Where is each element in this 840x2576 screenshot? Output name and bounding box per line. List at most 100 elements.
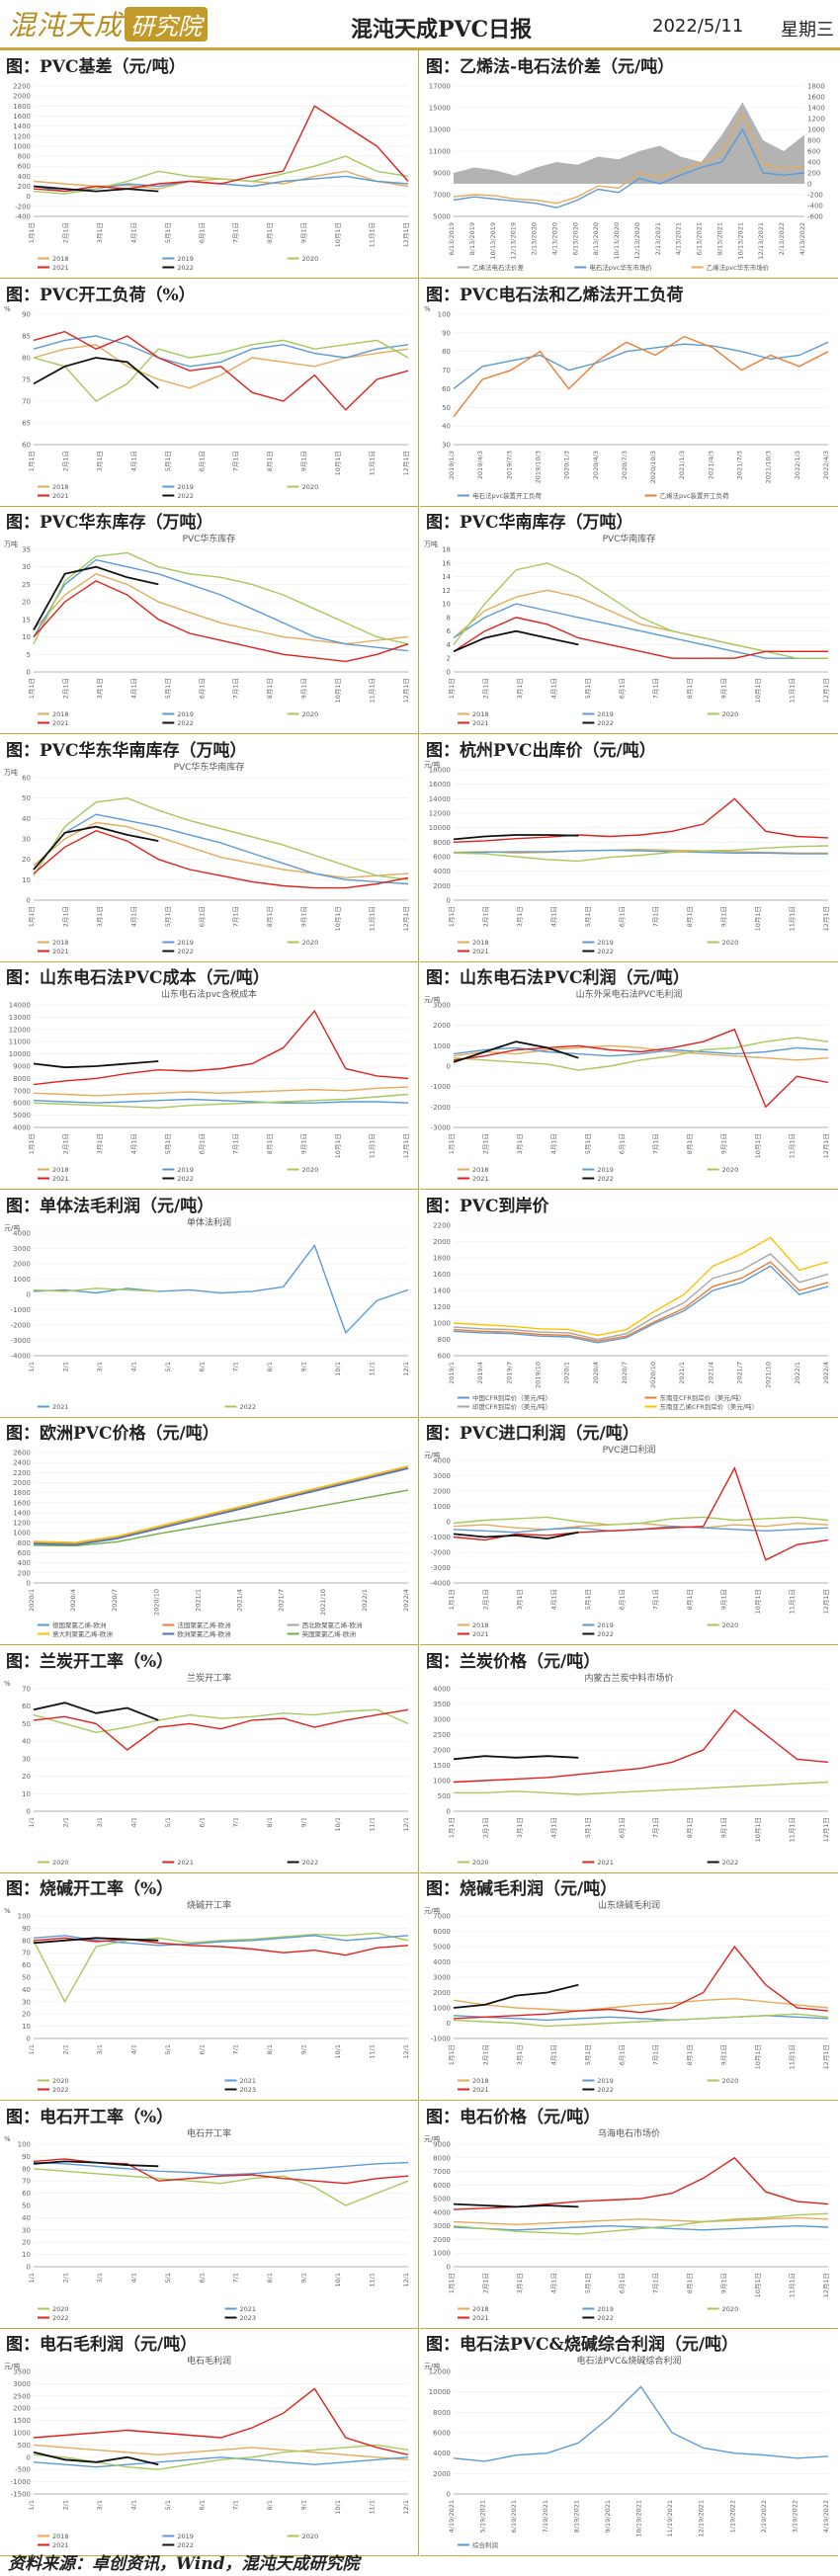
x-tick-label: 12月1日 — [822, 2044, 830, 2069]
x-tick-label: 2/1 — [61, 1362, 69, 1371]
x-tick-label: 7月1日 — [232, 906, 240, 927]
series-line — [33, 825, 159, 871]
panel-title: 图：杭州PVC出库价（元/吨） — [426, 740, 656, 761]
y-tick-label: 6000 — [433, 1928, 451, 1936]
y-tick-label: 0 — [447, 2491, 451, 2499]
y-tick-label: 2500 — [13, 2392, 31, 2400]
x-tick-label: 2020/10 — [649, 1362, 657, 1388]
legend-label: 电石法pvc华东市场价 — [589, 263, 652, 272]
y-tick-label: 2400 — [13, 1459, 31, 1467]
x-tick-label: 10/13/2020 — [613, 222, 621, 259]
chart-svg: % 90 85 80 75 70 65 60 1月1日 2月1日 3月1日 4月1日 5月1日 6月1日 7… — [4, 305, 410, 500]
y-tick-label: 4000 — [433, 2208, 451, 2216]
x-tick-label: 5/1 — [164, 1817, 172, 1827]
legend-label: 印度CFR到岸价（美元/吨） — [472, 1402, 551, 1411]
y-tick-label: 8000 — [433, 2154, 451, 2162]
series-line — [33, 1467, 409, 1546]
series-line — [33, 812, 409, 884]
legend-label: 2021 — [52, 492, 69, 500]
report-header: 混沌天成 研究院 混沌天成PVC日报 2022/5/11 星期三 — [0, 0, 840, 50]
chart-panel-c4: 图：PVC电石法和乙烯法开工负荷% 100 90 80 70 60 50 40 30 2019/1… — [420, 279, 838, 507]
series-line — [33, 1701, 159, 1721]
y-tick-label: 600 — [438, 1352, 451, 1360]
x-tick-label: 5/1 — [164, 2273, 172, 2283]
legend-label: 2021 — [52, 719, 69, 727]
y-tick-label: -2000 — [431, 1104, 451, 1112]
x-tick-label: 5月1日 — [164, 678, 172, 699]
y-tick-label: -2000 — [11, 1321, 31, 1329]
legend-label: 2022 — [177, 1175, 194, 1183]
series-line — [33, 334, 409, 368]
y-tick-label: 40 — [22, 1737, 31, 1745]
y-tick-label: 200 — [18, 183, 31, 191]
legend-label: 意大利聚氯乙烯-欧洲 — [52, 1629, 113, 1638]
y-axis-label: % — [424, 305, 431, 313]
y-tick-label: 90 — [22, 310, 31, 318]
x-tick-label: 2月1日 — [61, 678, 69, 699]
legend-label: 2022 — [177, 948, 194, 956]
x-tick-label: 6/1 — [198, 2500, 206, 2510]
series-line — [33, 330, 409, 411]
panel-title: 图：烧碱毛利润（元/吨） — [426, 1879, 618, 1899]
legend-label: 2020 — [52, 2305, 69, 2313]
y-tick-label: 2500 — [433, 1731, 451, 1739]
y-tick-label: 800 — [18, 153, 31, 161]
chart-title: PVC华东华南库存 — [174, 761, 245, 773]
y-axis-label: % — [4, 2135, 11, 2143]
series-line — [33, 185, 159, 193]
legend-label: 2022 — [177, 719, 194, 727]
x-tick-label: 2019/1/3 — [448, 451, 456, 479]
series-line — [453, 1028, 829, 1109]
x-tick-label: 5月1日 — [164, 906, 172, 927]
legend-label: 2018 — [472, 939, 489, 947]
y-tick-label: 200 — [18, 1569, 31, 1577]
legend-label: 2022 — [597, 2314, 614, 2322]
legend-label: 2020 — [722, 939, 739, 947]
y-tick-label: 80 — [22, 1937, 31, 1945]
chart-title: 电石开工率 — [187, 2127, 231, 2139]
y-tick-label: 3000 — [433, 2222, 451, 2230]
x-tick-label: 5月1日 — [584, 1817, 592, 1838]
y-tick-label: 1500 — [13, 2417, 31, 2425]
y-axis-label: 元/吨 — [424, 2134, 440, 2143]
x-tick-label: 6/13/2019 — [448, 222, 456, 255]
x-tick-label: 11/1 — [369, 2044, 377, 2059]
y-tick-label: 70 — [22, 1950, 31, 1957]
series-line — [33, 1935, 409, 1947]
y-tick-label: 4000 — [13, 1229, 31, 1237]
x-tick-label: 2022/1/3 — [794, 451, 801, 479]
chart-title: 山东烧碱毛利润 — [598, 1899, 660, 1911]
x-tick-label: 10月1日 — [334, 1133, 342, 1158]
y-tick-label: -3000 — [431, 1564, 451, 1572]
x-tick-label: 9月1日 — [720, 1817, 728, 1838]
series-line — [33, 1708, 409, 1733]
x-tick-label: 8月1日 — [686, 2044, 694, 2065]
legend-label: 德国聚氯乙烯-欧洲 — [52, 1620, 106, 1629]
y-tick-label: 50 — [22, 1719, 31, 1727]
legend-label: 2020 — [722, 1621, 739, 1629]
x-tick-label: 9月1日 — [720, 1133, 728, 1154]
y-tick-label: 30 — [442, 441, 451, 449]
x-tick-label: 2021/7 — [278, 1589, 286, 1612]
x-tick-label: 1/1 — [28, 2044, 36, 2054]
y-tick-label: 70 — [22, 2177, 31, 2185]
series-line — [453, 1945, 829, 2020]
y-tick-label: -1000 — [431, 1083, 451, 1091]
x-tick-label: 11/1 — [369, 2273, 377, 2287]
x-tick-label: 1月1日 — [448, 678, 456, 699]
x-tick-label: 9/1 — [300, 2500, 308, 2510]
x-tick-label: 6月1日 — [198, 451, 206, 471]
legend-label: 2020 — [472, 1859, 489, 1867]
legend-label: 2019 — [597, 2305, 614, 2313]
x-tick-label: 12/1 — [402, 1362, 410, 1376]
x-tick-label: 10/1 — [334, 2500, 342, 2515]
series-line — [453, 1516, 829, 1526]
y-tick-label: 80 — [22, 354, 31, 362]
x-tick-label: 4月1日 — [549, 1817, 557, 1838]
x-tick-label: 4/1 — [129, 1817, 137, 1827]
legend-label: 2019 — [177, 710, 194, 718]
legend-label: 2020 — [722, 2077, 739, 2085]
